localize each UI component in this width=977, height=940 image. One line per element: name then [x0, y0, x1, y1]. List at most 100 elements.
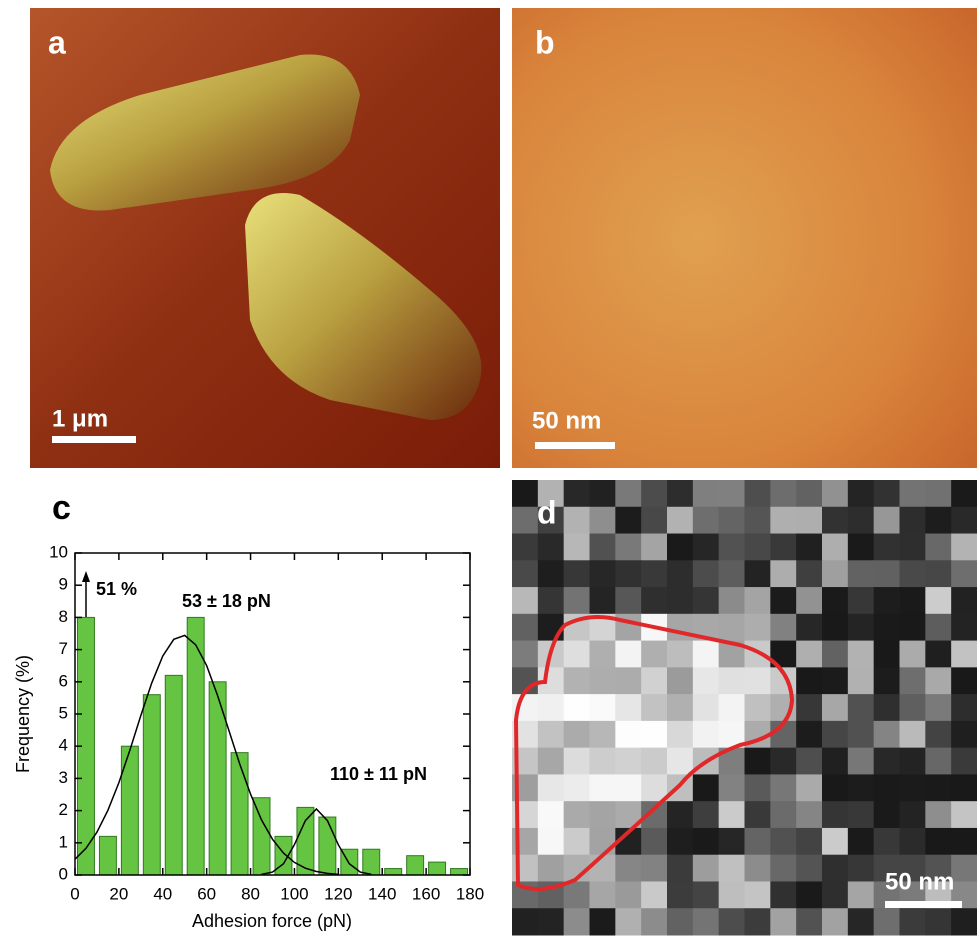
pixel	[719, 534, 745, 561]
pixel	[796, 614, 822, 641]
pixel	[745, 587, 771, 614]
pixel	[848, 614, 874, 641]
pixel	[796, 801, 822, 828]
pixel	[564, 480, 590, 507]
pixel	[745, 560, 771, 587]
pixel	[745, 828, 771, 855]
pixel	[900, 667, 926, 694]
pixel	[641, 534, 667, 561]
pixel	[667, 721, 693, 748]
pixel	[512, 587, 538, 614]
pixel	[564, 881, 590, 908]
pixel	[641, 855, 667, 882]
panel-label: b	[535, 24, 555, 60]
pixel	[512, 908, 538, 935]
pixel	[538, 774, 564, 801]
pixel	[925, 667, 951, 694]
pixel	[538, 908, 564, 935]
pixel	[770, 828, 796, 855]
pixel	[951, 587, 977, 614]
pixel	[538, 721, 564, 748]
pixel	[822, 774, 848, 801]
pixel	[874, 560, 900, 587]
pixel	[615, 667, 641, 694]
pixel	[719, 801, 745, 828]
pixel	[564, 774, 590, 801]
pixel	[564, 560, 590, 587]
pixel	[667, 881, 693, 908]
pixel	[693, 641, 719, 668]
pixel	[641, 641, 667, 668]
pixel	[900, 614, 926, 641]
adhesion-map-pixels	[512, 480, 977, 936]
pixel	[770, 908, 796, 935]
pixel	[615, 507, 641, 534]
pixel	[538, 748, 564, 775]
pixel	[848, 881, 874, 908]
pixel	[925, 587, 951, 614]
pixel	[693, 507, 719, 534]
pixel	[590, 774, 616, 801]
pixel	[512, 560, 538, 587]
pixel	[822, 587, 848, 614]
pixel	[590, 881, 616, 908]
pixel	[615, 855, 641, 882]
pixel	[848, 748, 874, 775]
pixel	[590, 667, 616, 694]
pixel	[745, 881, 771, 908]
pixel	[693, 721, 719, 748]
y-tick-label: 6	[59, 671, 68, 690]
pixel	[874, 828, 900, 855]
pixel	[745, 534, 771, 561]
bar	[451, 869, 468, 875]
y-tick-label: 1	[59, 832, 68, 851]
pixel	[900, 908, 926, 935]
pixel	[951, 721, 977, 748]
pixel	[770, 534, 796, 561]
pixel	[615, 721, 641, 748]
pixel	[925, 614, 951, 641]
pixel	[745, 748, 771, 775]
scale-bar-label: 1 μm	[52, 405, 108, 432]
pixel	[770, 560, 796, 587]
pixel	[925, 560, 951, 587]
pixel	[822, 801, 848, 828]
pixel	[848, 667, 874, 694]
pixel	[719, 507, 745, 534]
pixel	[538, 534, 564, 561]
pixel	[512, 641, 538, 668]
pixel	[719, 614, 745, 641]
pixel	[822, 480, 848, 507]
y-tick-label: 7	[59, 639, 68, 658]
x-tick-label: 60	[197, 884, 216, 903]
pixel	[796, 828, 822, 855]
pixel	[900, 721, 926, 748]
page: {"panels": { "a": {"label": "a", "scale_…	[0, 0, 977, 940]
pixel	[538, 560, 564, 587]
pixel	[719, 855, 745, 882]
pixel	[641, 881, 667, 908]
pixel	[874, 908, 900, 935]
y-tick-label: 0	[59, 864, 68, 883]
pixel	[667, 560, 693, 587]
pixel	[822, 507, 848, 534]
pixel	[796, 667, 822, 694]
panel-label: d	[537, 494, 557, 530]
afm-image-b	[512, 8, 977, 468]
pixel	[874, 507, 900, 534]
pixel	[925, 534, 951, 561]
pixel	[745, 908, 771, 935]
pixel	[719, 667, 745, 694]
pixel	[693, 560, 719, 587]
pixel	[822, 855, 848, 882]
pixel	[719, 881, 745, 908]
pixel	[925, 908, 951, 935]
x-tick-label: 100	[280, 884, 308, 903]
pixel	[615, 881, 641, 908]
pixel	[848, 694, 874, 721]
x-tick-label: 40	[153, 884, 172, 903]
pixel	[874, 721, 900, 748]
pixel	[641, 694, 667, 721]
x-tick-label: 120	[324, 884, 352, 903]
scale-bar-label: 50 nm	[885, 868, 954, 895]
